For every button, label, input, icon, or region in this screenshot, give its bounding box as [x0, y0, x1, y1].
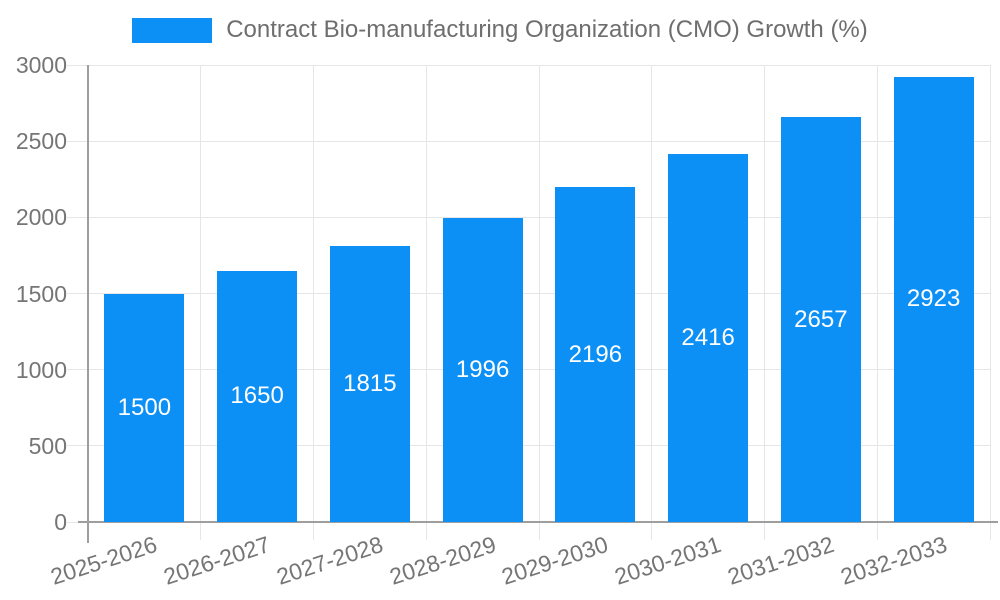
x-tick-mark — [989, 522, 991, 540]
x-tick-label: 2025-2026 — [47, 531, 161, 590]
x-tick-mark — [651, 522, 653, 540]
gridline-vertical — [764, 65, 765, 522]
legend-swatch-icon — [132, 17, 213, 43]
y-tick-label: 1500 — [15, 280, 67, 307]
x-tick-mark — [200, 522, 202, 540]
y-tick-label: 3000 — [15, 52, 67, 78]
gridline-vertical — [989, 65, 991, 522]
x-tick-mark — [876, 522, 878, 540]
x-tick-label: 2027-2028 — [273, 531, 386, 590]
bar[interactable] — [780, 117, 861, 522]
gridline-horizontal — [67, 293, 990, 294]
y-axis-line — [87, 65, 89, 543]
bar[interactable] — [217, 270, 298, 522]
x-tick-mark — [425, 522, 427, 540]
y-tick-label: 2000 — [15, 204, 67, 231]
x-tick-label: 2031-2032 — [724, 531, 837, 590]
bar[interactable] — [555, 187, 636, 522]
x-axis-line — [78, 521, 998, 523]
gridline-horizontal — [67, 445, 990, 447]
bar[interactable] — [668, 153, 749, 522]
gridline-vertical — [876, 65, 878, 522]
x-tick-mark — [764, 522, 765, 540]
gridline-vertical — [425, 65, 427, 522]
gridline-vertical — [200, 65, 202, 522]
plot-area: 1500 1650 1815 1996 2196 2416 2657 2923 — [67, 64, 998, 543]
legend-item[interactable]: Contract Bio-manufacturing Organization … — [0, 16, 1000, 44]
x-tick-label: 2032-2033 — [837, 531, 950, 590]
legend-label: Contract Bio-manufacturing Organization … — [226, 16, 868, 43]
x-tick-label: 2029-2030 — [498, 531, 612, 590]
y-tick-label: 1000 — [15, 356, 67, 383]
x-tick-label: 2026-2027 — [160, 531, 274, 590]
gridline-vertical — [538, 65, 540, 522]
gridline-horizontal — [67, 369, 990, 371]
bar[interactable] — [442, 217, 523, 522]
bar[interactable] — [104, 293, 185, 522]
gridline-horizontal — [67, 216, 990, 218]
gridline-vertical — [651, 65, 653, 522]
bar[interactable] — [329, 245, 410, 522]
x-tick-label: 2030-2031 — [611, 531, 725, 590]
x-tick-label: 2028-2029 — [386, 531, 499, 590]
x-tick-mark — [538, 522, 540, 540]
x-tick-mark — [313, 522, 314, 540]
y-tick-label: 2500 — [15, 128, 67, 155]
gridline-horizontal — [67, 64, 990, 66]
y-tick-label: 0 — [54, 509, 67, 535]
gridline-horizontal — [67, 140, 990, 142]
y-tick-label: 500 — [28, 432, 67, 459]
bar[interactable] — [893, 76, 974, 522]
gridline-vertical — [313, 65, 314, 522]
